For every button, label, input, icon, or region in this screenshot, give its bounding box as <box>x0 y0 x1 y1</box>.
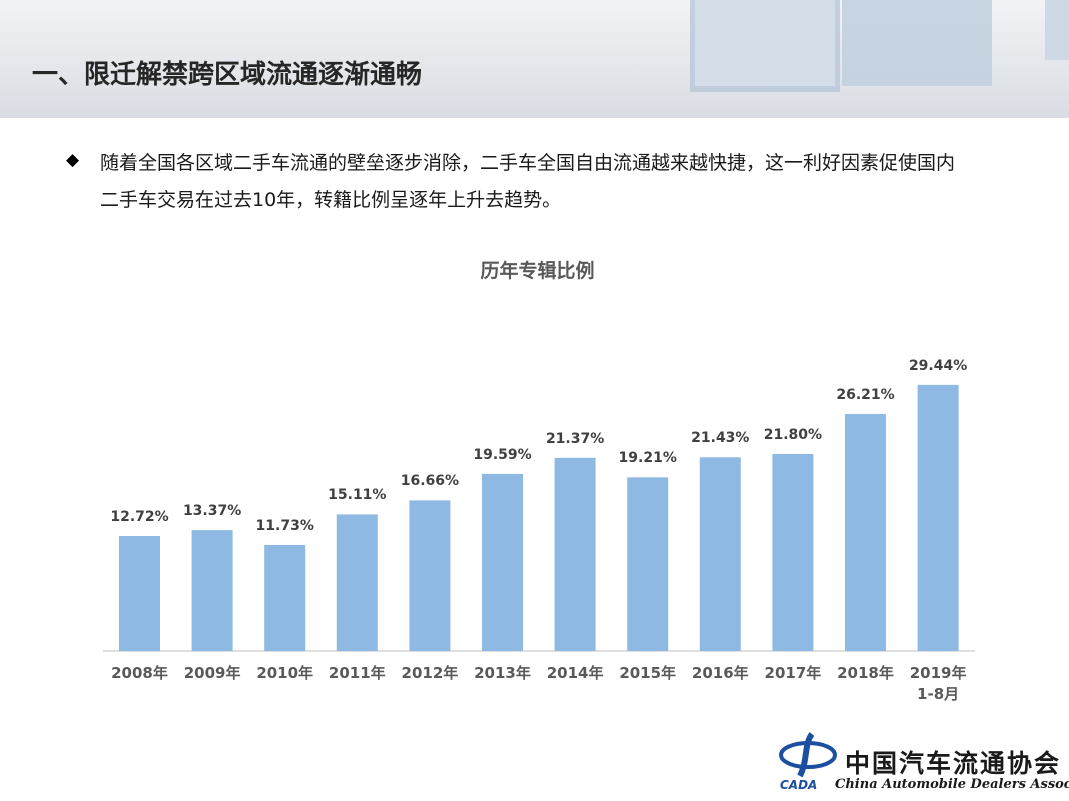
x-tick-label: 2013年 <box>474 664 531 682</box>
value-label: 13.37% <box>182 503 242 520</box>
x-tick-label: 2009年 <box>183 664 241 682</box>
bar <box>699 457 741 651</box>
bar <box>772 453 814 651</box>
bullet-icon: ◆ <box>66 150 80 170</box>
x-tick-label: 2015年 <box>619 664 677 682</box>
bullet-text: 二手车交易在过去10年，转籍比例呈逐年上升去趋势。 <box>100 189 562 211</box>
value-label: 29.44% <box>908 357 968 374</box>
bar <box>336 514 378 651</box>
x-tick-label: 2016年 <box>691 664 749 682</box>
bar <box>264 544 306 651</box>
value-label: 12.72% <box>110 509 169 525</box>
slide-title: 一、限迁解禁跨区域流通逐渐通畅 <box>32 60 423 90</box>
logo-name: 中国汽车流通协会 <box>845 749 1062 778</box>
x-tick-label: 2008年 <box>111 664 168 682</box>
value-label: 19.21% <box>618 450 677 467</box>
x-tick-label: 2018年 <box>837 664 894 682</box>
value-label: 19.59% <box>473 446 532 463</box>
bar <box>119 536 160 651</box>
logo-english: China Automobile Dealers Association <box>835 777 1069 792</box>
x-tick-label: 2012年 <box>401 664 459 682</box>
value-label: 21.37% <box>545 430 605 447</box>
bar <box>845 414 886 651</box>
bar <box>917 384 959 651</box>
bullet-text: 随着全国各区域二手车流通的壁垒逐步消除，二手车全国自由流通越来越快捷，这一利好因… <box>100 152 956 174</box>
value-label: 26.21% <box>836 387 895 404</box>
value-label: 15.11% <box>328 487 387 504</box>
x-tick-label: 2017年 <box>764 664 822 682</box>
header-decoration <box>690 0 1069 92</box>
x-tick-label: 2011年 <box>328 664 386 682</box>
chart-title: 历年专辑比例 <box>480 260 595 282</box>
header-band <box>0 0 1069 118</box>
bar <box>409 500 451 651</box>
logo-icon <box>779 732 837 778</box>
x-tick-label: 2014年 <box>546 664 604 682</box>
x-tick-label: 2010年 <box>256 664 314 682</box>
value-label: 21.80% <box>763 426 823 443</box>
value-label: 16.66% <box>400 473 460 490</box>
bar <box>627 477 669 651</box>
logo-mark: CADA <box>780 778 818 792</box>
bar <box>482 473 523 651</box>
value-label: 11.73% <box>255 517 314 534</box>
bar <box>554 457 596 651</box>
value-label: 21.43% <box>691 430 750 447</box>
x-tick-label: 2019年 1-8月 <box>909 664 967 703</box>
bar <box>191 530 233 651</box>
